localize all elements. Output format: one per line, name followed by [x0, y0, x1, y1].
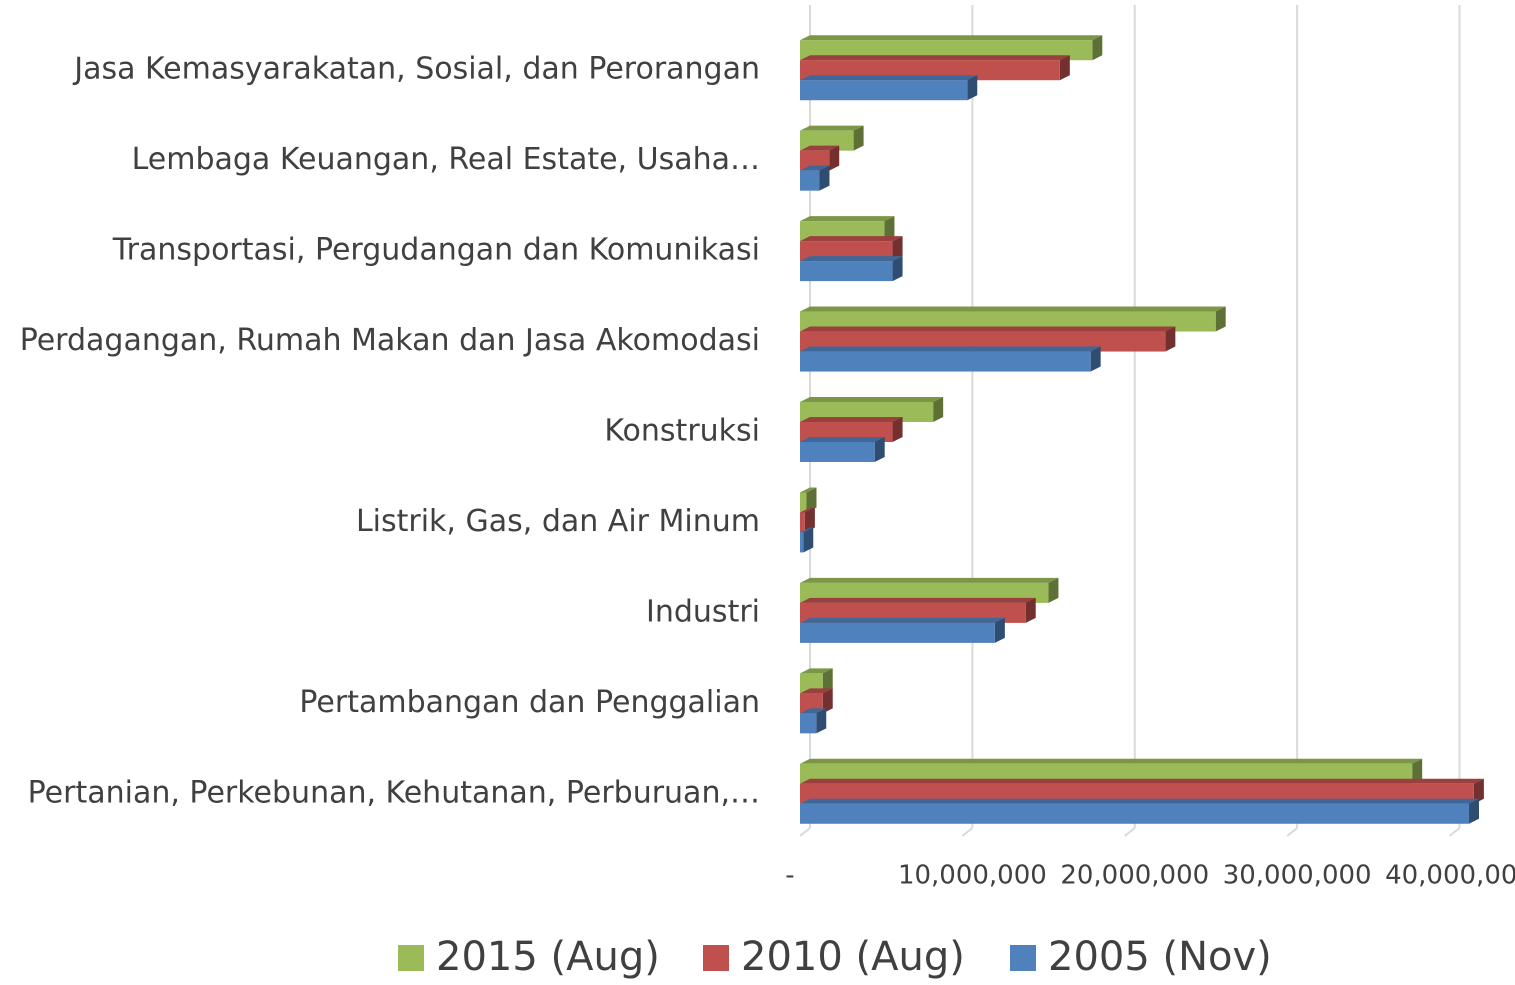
bar-top	[800, 417, 903, 422]
bar-side	[1025, 597, 1036, 623]
grid-line-depth	[961, 827, 974, 837]
bar-side	[1048, 577, 1059, 603]
y-tick-label: Jasa Kemasyarakatan, Sosial, dan Peroran…	[72, 52, 760, 87]
bar-side	[933, 397, 944, 422]
bar-side	[1473, 778, 1484, 804]
bar-side	[1215, 306, 1226, 332]
grid-line-depth	[1286, 827, 1298, 837]
bar-top	[800, 216, 895, 222]
legend-swatch	[1010, 945, 1036, 971]
bar-top	[800, 75, 978, 81]
bar-side	[1469, 798, 1480, 824]
y-tick-label: Industri	[646, 594, 760, 629]
bar-top	[800, 125, 864, 131]
bar	[800, 80, 968, 101]
x-tick-label: 10,000,000	[898, 861, 1047, 891]
bar	[800, 261, 893, 282]
bar-side	[853, 125, 864, 151]
bar-top	[800, 165, 830, 171]
bar-side	[1092, 35, 1103, 61]
bar-side	[892, 236, 903, 262]
bar-top	[800, 145, 840, 151]
bar	[800, 622, 995, 643]
bar-top	[800, 397, 944, 402]
bar-top	[800, 55, 1070, 61]
legend-label: 2010 (Aug)	[741, 934, 965, 980]
bar-side	[884, 216, 895, 242]
bar-top	[800, 617, 1005, 623]
bar	[800, 713, 817, 734]
bar-side	[819, 165, 830, 191]
bar-top	[800, 35, 1103, 41]
bar	[800, 442, 875, 462]
bar	[800, 512, 805, 533]
y-tick-label: Pertambangan dan Penggalian	[299, 685, 760, 720]
bar-side	[1165, 326, 1176, 352]
bar-top	[800, 346, 1101, 352]
bar-top	[800, 236, 903, 242]
bar-top	[800, 256, 903, 262]
bar-side	[822, 668, 833, 694]
bar-side	[892, 256, 903, 282]
bar-side	[804, 507, 815, 533]
bar-side	[874, 437, 885, 462]
bar-side	[829, 145, 840, 171]
y-tick-label: Lembaga Keuangan, Real Estate, Usaha…	[132, 142, 760, 177]
bar	[800, 803, 1470, 824]
grid-line-depth	[799, 827, 811, 837]
grid-line-depth	[1124, 827, 1136, 837]
bar-top	[800, 527, 814, 533]
legend-swatch	[398, 945, 424, 971]
bar	[800, 351, 1091, 372]
bar-side	[1090, 346, 1101, 372]
bar	[800, 532, 804, 553]
bar-top	[800, 577, 1059, 583]
bar-top	[800, 708, 827, 714]
bar-top	[800, 487, 817, 493]
bar-top	[800, 798, 1480, 804]
legend-label: 2015 (Aug)	[436, 934, 660, 980]
x-tick-label: -	[785, 861, 794, 891]
x-tick-label: 30,000,000	[1223, 861, 1372, 891]
x-tick-label: 20,000,000	[1060, 861, 1209, 891]
bar	[800, 492, 807, 513]
bar-side	[816, 708, 827, 734]
bar-top	[800, 326, 1176, 332]
bar-top	[800, 688, 833, 694]
bar-side	[892, 417, 903, 442]
bar-top	[800, 597, 1036, 603]
y-tick-label: Konstruksi	[604, 414, 760, 449]
bar-top	[800, 437, 885, 442]
bar	[800, 170, 820, 191]
y-tick-label: Listrik, Gas, dan Air Minum	[356, 504, 760, 539]
bar-side	[1059, 55, 1070, 81]
y-tick-label: Perdagangan, Rumah Makan dan Jasa Akomod…	[20, 323, 760, 358]
grid-line-depth	[1448, 827, 1461, 837]
bar-side	[1412, 758, 1423, 784]
bar-side	[803, 527, 814, 553]
bar-side	[822, 688, 833, 714]
y-tick-label: Pertanian, Perkebunan, Kehutanan, Perbur…	[28, 775, 760, 810]
bar-side	[994, 617, 1005, 643]
legend-swatch	[703, 945, 729, 971]
bar-top	[800, 507, 815, 513]
bar-top	[800, 778, 1484, 784]
bar-top	[800, 668, 833, 674]
bar-top	[800, 758, 1423, 764]
y-tick-label: Transportasi, Pergudangan dan Komunikasi	[112, 233, 760, 268]
x-tick-label: 40,000,000	[1385, 861, 1515, 891]
legend-label: 2005 (Nov)	[1048, 934, 1272, 980]
bar-top	[800, 306, 1226, 312]
bar-side	[806, 487, 817, 513]
bar-side	[967, 75, 978, 101]
